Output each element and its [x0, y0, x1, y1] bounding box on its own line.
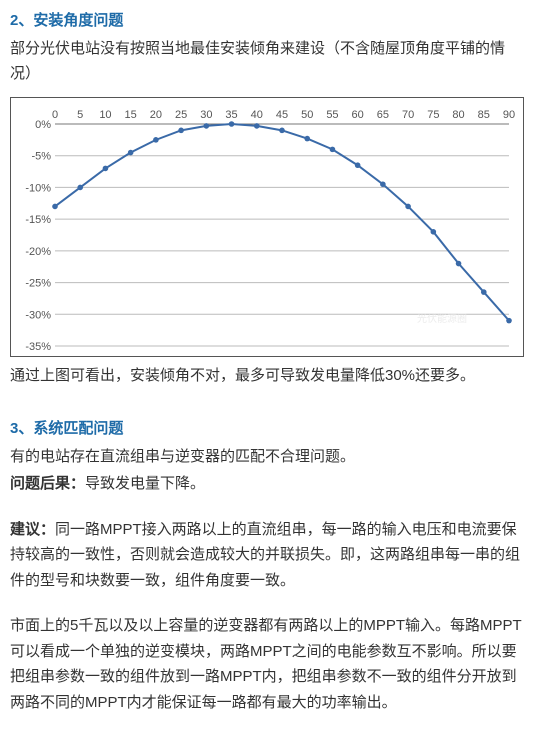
consequence-text: 导致发电量下降。	[85, 475, 205, 492]
suggestion-label: 建议：	[10, 521, 55, 538]
svg-text:60: 60	[352, 109, 364, 121]
svg-text:80: 80	[452, 109, 464, 121]
svg-text:45: 45	[276, 109, 288, 121]
section3-consequence: 问题后果：导致发电量下降。	[10, 471, 524, 497]
svg-text:-20%: -20%	[25, 245, 51, 257]
svg-text:10: 10	[99, 109, 111, 121]
section3-suggestion: 建议：同一路MPPT接入两路以上的直流组串，每一路的输入电压和电流要保持较高的一…	[10, 517, 524, 594]
svg-text:90: 90	[503, 109, 515, 121]
svg-text:85: 85	[478, 109, 490, 121]
svg-text:55: 55	[326, 109, 338, 121]
svg-text:30: 30	[200, 109, 212, 121]
angle-loss-chart: 0% -5% -10% -15% -20% -25% -30% -35% 0 5 10 15 20 25 3…	[10, 97, 524, 357]
section2-conclusion: 通过上图可看出，安装倾角不对，最多可导致发电量降低30%还要多。	[10, 363, 524, 389]
svg-text:-10%: -10%	[25, 182, 51, 194]
section3-line1: 有的电站存在直流组串与逆变器的匹配不合理问题。	[10, 444, 524, 470]
svg-text:75: 75	[427, 109, 439, 121]
svg-text:25: 25	[175, 109, 187, 121]
svg-text:20: 20	[150, 109, 162, 121]
consequence-label: 问题后果：	[10, 475, 85, 492]
svg-text:5: 5	[77, 109, 83, 121]
section3-heading: 3、系统匹配问题	[10, 416, 524, 442]
svg-text:70: 70	[402, 109, 414, 121]
svg-text:65: 65	[377, 109, 389, 121]
svg-text:-35%: -35%	[25, 341, 51, 352]
section2-intro: 部分光伏电站没有按照当地最佳安装倾角来建设（不含随屋顶角度平铺的情况）	[10, 36, 524, 87]
svg-text:光伏能源圈: 光伏能源圈	[417, 312, 467, 325]
svg-text:-15%: -15%	[25, 214, 51, 226]
svg-text:35: 35	[225, 109, 237, 121]
svg-text:40: 40	[251, 109, 263, 121]
svg-text:15: 15	[125, 109, 137, 121]
suggestion-text: 同一路MPPT接入两路以上的直流组串，每一路的输入电压和电流要保持较高的一致性，…	[10, 521, 520, 589]
svg-text:0%: 0%	[35, 119, 51, 131]
section2-heading: 2、安装角度问题	[10, 8, 524, 34]
svg-text:50: 50	[301, 109, 313, 121]
svg-text:0: 0	[52, 109, 58, 121]
chart-svg: 0% -5% -10% -15% -20% -25% -30% -35% 0 5 10 15 20 25 3…	[15, 102, 517, 352]
section3-para2: 市面上的5千瓦以及以上容量的逆变器都有两路以上的MPPT输入。每路MPPT可以看…	[10, 613, 524, 715]
svg-text:-30%: -30%	[25, 309, 51, 321]
svg-text:-5%: -5%	[31, 150, 51, 162]
svg-text:-25%: -25%	[25, 277, 51, 289]
